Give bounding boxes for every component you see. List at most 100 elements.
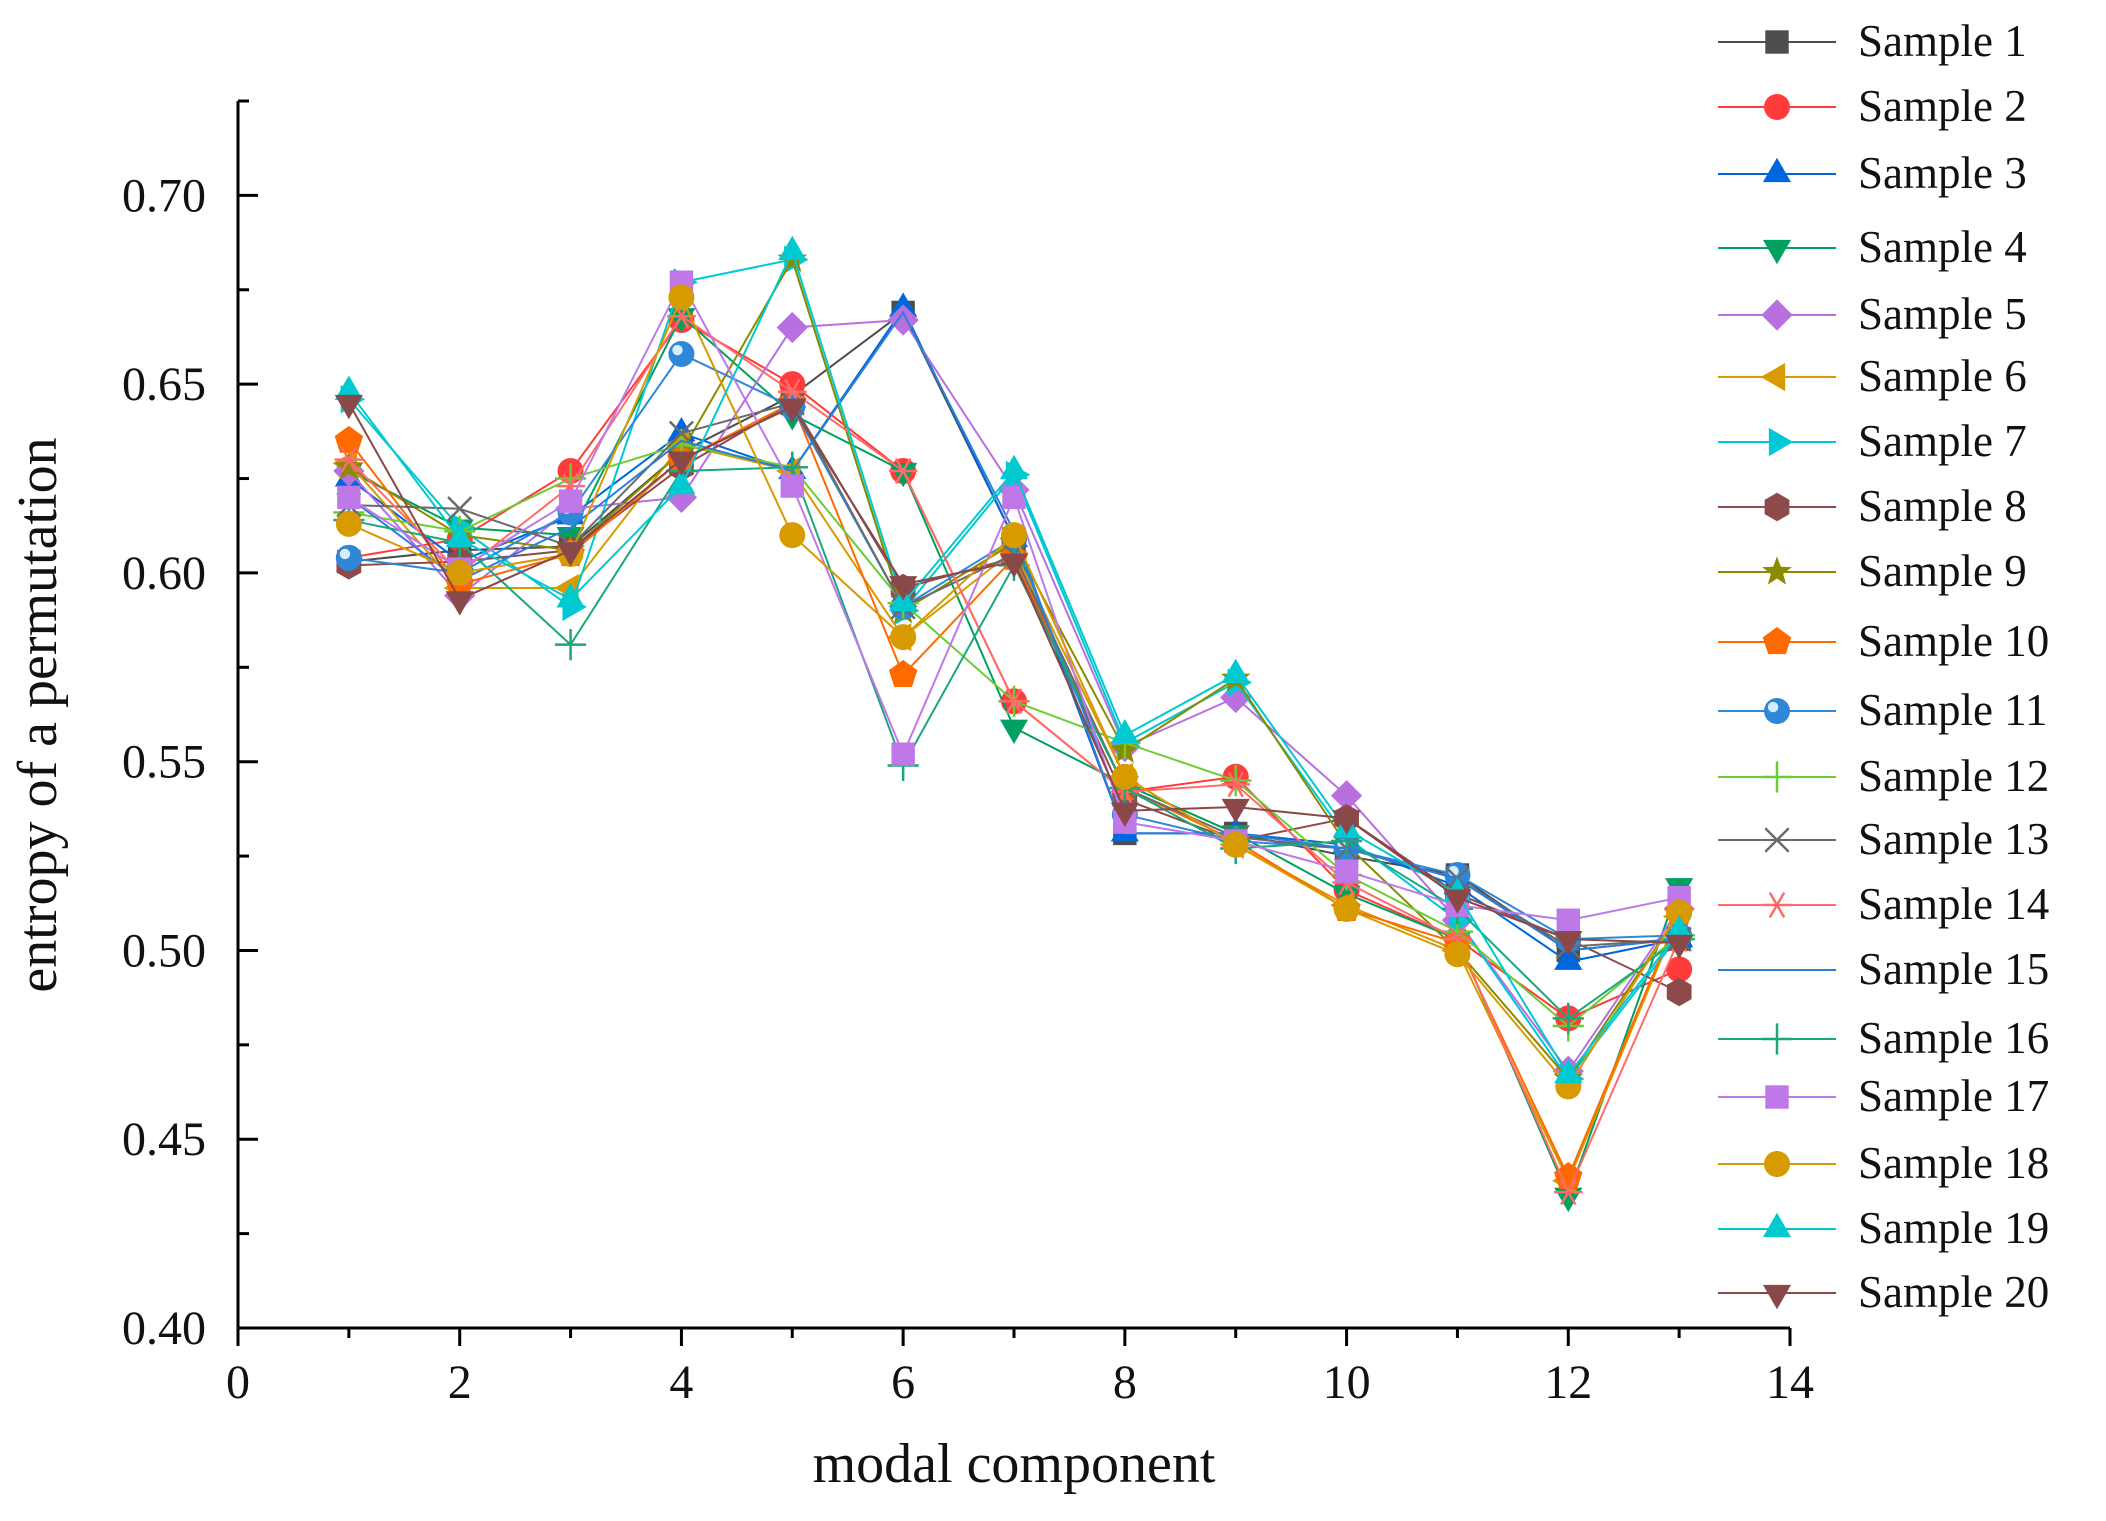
legend-label: Sample 19 (1858, 1203, 2049, 1253)
marker-point (778, 235, 807, 261)
marker-legend (1764, 492, 1790, 522)
y-tick-label: 0.65 (122, 358, 206, 411)
legend-item: Sample 15 (1718, 944, 2049, 994)
marker-point (1554, 1162, 1583, 1190)
marker-point (334, 451, 364, 480)
marker-legend (1764, 698, 1790, 724)
legend-item: Sample 19 (1718, 1203, 2049, 1253)
legend-label: Sample 11 (1858, 685, 2048, 735)
marker-legend (1765, 1085, 1789, 1109)
marker-point (1221, 771, 1251, 798)
legend-item: Sample 9 (1718, 546, 2027, 596)
marker-legend (1762, 157, 1792, 183)
marker-point (1552, 1002, 1584, 1035)
legend-item: Sample 3 (1718, 148, 2027, 198)
marker-point (445, 522, 474, 548)
series-line (348, 280, 1680, 922)
marker-point (334, 375, 363, 400)
y-tick-label: 0.45 (122, 1113, 206, 1166)
series-line (348, 314, 1681, 1195)
marker-point (1666, 899, 1693, 926)
legend-item: Sample 4 (1718, 222, 2027, 272)
marker-legend (1761, 1023, 1793, 1055)
marker-point (891, 742, 915, 766)
marker-point (1332, 810, 1361, 835)
series-17 (337, 270, 1691, 932)
marker-point (1444, 941, 1471, 968)
x-tick-label: 12 (1544, 1356, 1592, 1409)
legend-label: Sample 1 (1858, 16, 2027, 66)
marker-point (1110, 719, 1139, 744)
marker-legend (1762, 1284, 1792, 1310)
marker-point (667, 469, 696, 495)
y-tick-label: 0.50 (122, 924, 206, 977)
marker-point (999, 553, 1029, 578)
marker-point (888, 457, 918, 484)
series-20 (334, 394, 1694, 960)
marker-point (1221, 798, 1250, 824)
legend-item: Sample 14 (1718, 879, 2049, 929)
series-line (348, 310, 1680, 952)
marker-point (335, 544, 362, 571)
legend-item: Sample 16 (1718, 1013, 2049, 1063)
marker-point (1443, 889, 1472, 914)
legend-label: Sample 17 (1858, 1071, 2049, 1121)
legend-item: Sample 13 (1718, 814, 2049, 864)
series-4 (334, 308, 1694, 1213)
marker-point (1665, 934, 1694, 960)
marker-point (445, 591, 474, 616)
legend-item: Sample 11 (1718, 685, 2048, 735)
y-axis-title: entropy of a permutation (7, 437, 69, 992)
legend-label: Sample 20 (1858, 1267, 2049, 1317)
marker-point (778, 398, 807, 424)
marker-legend (1768, 427, 1794, 457)
series-14 (334, 303, 1694, 1206)
legend-label: Sample 14 (1858, 879, 2049, 929)
marker-point (1554, 931, 1583, 956)
marker-point (1554, 1058, 1583, 1084)
legend: Sample 1 Sample 2 Sample 3 Sample 4 Sample 5… (1718, 16, 2049, 1317)
legend-item: Sample 7 (1718, 416, 2027, 466)
x-tick-label: 2 (448, 1356, 472, 1409)
legend-label: Sample 9 (1858, 546, 2027, 596)
legend-label: Sample 3 (1858, 148, 2027, 198)
marker-point (556, 583, 585, 608)
legend-label: Sample 16 (1858, 1013, 2049, 1063)
marker-legend (1764, 94, 1790, 120)
series-3 (334, 292, 1694, 970)
marker-point (446, 559, 473, 586)
legend-label: Sample 4 (1858, 222, 2027, 272)
marker-point (779, 522, 806, 549)
marker-point (335, 510, 362, 537)
marker-point (337, 485, 361, 510)
marker-point (334, 425, 364, 453)
marker-legend (1762, 1212, 1792, 1238)
marker-legend (1762, 891, 1792, 919)
legend-label: Sample 13 (1858, 814, 2049, 864)
marker-legend (1761, 299, 1793, 331)
marker-point (667, 451, 696, 476)
series-7 (340, 245, 1696, 1093)
legend-item: Sample 10 (1718, 616, 2049, 666)
marker-point (889, 462, 918, 488)
legend-item: Sample 12 (1718, 751, 2049, 801)
marker-point (1002, 485, 1026, 510)
marker-point (1221, 658, 1250, 683)
marker-point (1110, 802, 1139, 828)
x-tick-label: 0 (226, 1356, 250, 1409)
x-tick-label: 6 (891, 1356, 915, 1409)
marker-highlight (672, 344, 683, 356)
series-line (348, 352, 1680, 941)
legend-item: Sample 20 (1718, 1267, 2049, 1317)
series-2 (335, 306, 1693, 1032)
marker-legend (1764, 827, 1790, 853)
marker-point (668, 420, 695, 446)
marker-legend (1760, 362, 1786, 392)
legend-item: Sample 8 (1718, 481, 2027, 531)
marker-highlight (1767, 701, 1779, 713)
x-tick-label: 4 (669, 1356, 693, 1409)
marker-point (1220, 764, 1252, 797)
series-line (348, 401, 1681, 1180)
legend-label: Sample 10 (1858, 616, 2049, 666)
marker-point (1222, 831, 1249, 858)
